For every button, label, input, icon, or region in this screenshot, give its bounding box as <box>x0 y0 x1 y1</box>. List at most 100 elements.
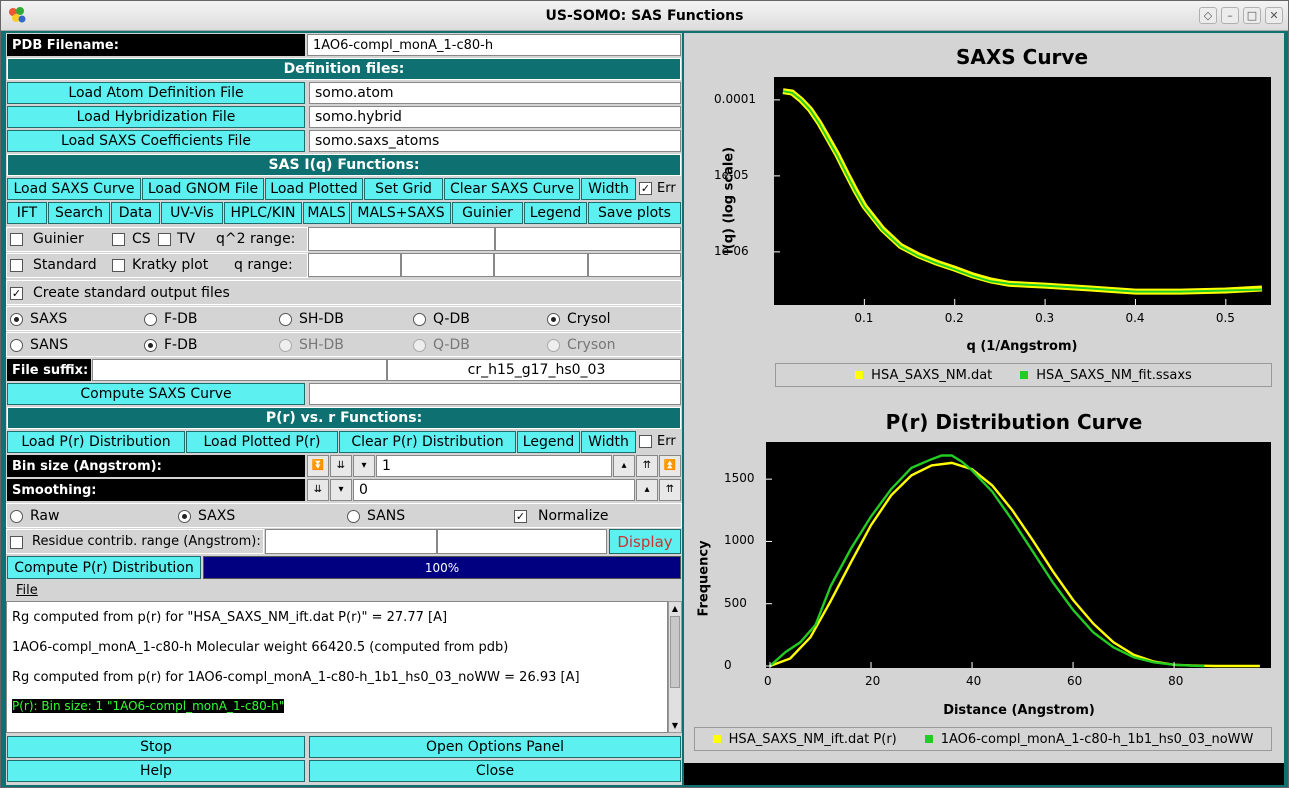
bin-size-down-icon[interactable]: ▾ <box>353 455 375 477</box>
err-checkbox[interactable]: ✓ <box>639 182 652 195</box>
saxs-y-tick-label: 0.0001 <box>714 91 756 106</box>
pr-err-checkbox[interactable] <box>639 435 652 448</box>
sans-qdb-label: Q-DB <box>433 337 470 353</box>
compute-pr-distribution-button[interactable]: Compute P(r) Distribution <box>7 556 201 579</box>
create-standard-checkbox[interactable]: ✓ <box>10 287 23 300</box>
smoothing-double-up-icon[interactable]: ⇈ <box>659 479 681 501</box>
set-grid-button[interactable]: Set Grid <box>364 178 443 200</box>
normalize-checkbox[interactable]: ✓ <box>514 510 527 523</box>
bin-size-double-down-icon[interactable]: ⇊ <box>330 455 352 477</box>
pr-plot-area[interactable] <box>766 442 1271 668</box>
load-gnom-file-button[interactable]: Load GNOM File <box>142 178 264 200</box>
smoothing-down-icon[interactable]: ▾ <box>330 479 352 501</box>
width-button[interactable]: Width <box>581 178 636 200</box>
legend-swatch-yellow <box>712 734 721 743</box>
scroll-up-icon[interactable]: ▲ <box>671 604 679 613</box>
close-button[interactable]: Close <box>309 760 681 782</box>
log-scrollbar[interactable]: ▲ ▼ <box>668 601 682 733</box>
saxs-fdb-radio[interactable] <box>144 313 157 326</box>
residue-contrib-checkbox[interactable] <box>10 536 23 549</box>
scroll-down-icon[interactable]: ▼ <box>671 721 679 730</box>
saxs-qdb-radio[interactable] <box>413 313 426 326</box>
search-button[interactable]: Search <box>48 202 110 224</box>
log-text-area[interactable]: Rg computed from p(r) for "HSA_SAXS_NM_i… <box>6 601 668 733</box>
pdb-filename-field[interactable]: 1AO6-compl_monA_1-c80-h <box>307 34 681 56</box>
pr-sans-radio[interactable] <box>347 510 360 523</box>
q2-range-min-field[interactable] <box>308 227 495 251</box>
window-minimize-icon[interactable]: – <box>1221 7 1239 24</box>
stop-button[interactable]: Stop <box>7 736 305 758</box>
hybridization-field[interactable]: somo.hybrid <box>309 106 681 128</box>
smoothing-field[interactable]: 0 <box>353 479 635 501</box>
bin-size-double-up-icon[interactable]: ⇈ <box>636 455 658 477</box>
mals-saxs-button[interactable]: MALS+SAXS <box>351 202 451 224</box>
legend-button[interactable]: Legend <box>524 202 587 224</box>
pr-width-button[interactable]: Width <box>581 431 636 453</box>
smoothing-double-down-icon[interactable]: ⇊ <box>307 479 329 501</box>
crysol-radio[interactable] <box>547 313 560 326</box>
smoothing-up-icon[interactable]: ▴ <box>636 479 658 501</box>
sans-radio[interactable] <box>10 339 23 352</box>
guinier-button[interactable]: Guinier <box>452 202 523 224</box>
file-suffix-prefix-field[interactable] <box>92 359 387 381</box>
load-saxs-curve-button[interactable]: Load SAXS Curve <box>7 178 141 200</box>
load-plotted-button[interactable]: Load Plotted <box>265 178 363 200</box>
q2-range-max-field[interactable] <box>495 227 681 251</box>
atom-definition-field[interactable]: somo.atom <box>309 82 681 104</box>
bin-size-fast-up-icon[interactable]: ⏫ <box>659 455 681 477</box>
compute-saxs-curve-button[interactable]: Compute SAXS Curve <box>7 383 305 405</box>
saxs-radio[interactable] <box>10 313 23 326</box>
open-options-panel-button[interactable]: Open Options Panel <box>309 736 681 758</box>
pr-x-tick-label: 0 <box>764 674 772 688</box>
load-atom-definition-button[interactable]: Load Atom Definition File <box>7 82 305 104</box>
residue-range-min-field[interactable] <box>265 529 437 554</box>
residue-range-max-field[interactable] <box>437 529 607 554</box>
q-range-field-2[interactable] <box>401 253 494 277</box>
bin-size-fast-down-icon[interactable]: ⏬ <box>307 455 329 477</box>
pr-saxs-radio[interactable] <box>178 510 191 523</box>
pr-x-axis-label: Distance (Angstrom) <box>943 703 1095 718</box>
help-button[interactable]: Help <box>7 760 305 782</box>
standard-checkbox[interactable] <box>10 259 23 272</box>
ift-button[interactable]: IFT <box>7 202 47 224</box>
hplc-kin-button[interactable]: HPLC/KIN <box>224 202 302 224</box>
window-shade-icon[interactable]: ◇ <box>1199 7 1217 24</box>
pr-legend-item-1: HSA_SAXS_NM_ift.dat P(r) <box>712 732 897 747</box>
load-hybridization-button[interactable]: Load Hybridization File <box>7 106 305 128</box>
clear-pr-distribution-button[interactable]: Clear P(r) Distribution <box>339 431 516 453</box>
file-menu[interactable]: File <box>16 583 38 598</box>
saxs-shdb-radio[interactable] <box>279 313 292 326</box>
load-saxs-coefficients-button[interactable]: Load SAXS Coefficients File <box>7 130 305 152</box>
cryson-radio[interactable] <box>547 339 560 352</box>
display-button[interactable]: Display <box>609 529 681 554</box>
sans-fdb-radio[interactable] <box>144 339 157 352</box>
sans-shdb-radio[interactable] <box>279 339 292 352</box>
window-maximize-icon[interactable]: □ <box>1243 7 1261 24</box>
q-range-field-4[interactable] <box>588 253 681 277</box>
data-button[interactable]: Data <box>111 202 160 224</box>
bin-size-field[interactable]: 1 <box>376 455 612 477</box>
mals-button[interactable]: MALS <box>303 202 350 224</box>
raw-radio[interactable] <box>10 510 23 523</box>
uv-vis-button[interactable]: UV-Vis <box>161 202 223 224</box>
sans-qdb-radio[interactable] <box>413 339 426 352</box>
bin-size-up-icon[interactable]: ▴ <box>613 455 635 477</box>
q-range-field-1[interactable] <box>308 253 401 277</box>
tv-checkbox[interactable] <box>158 233 171 246</box>
pr-y-tick-label: 1500 <box>724 471 755 486</box>
saxs-coefficients-field[interactable]: somo.saxs_atoms <box>309 130 681 152</box>
clear-saxs-curve-button[interactable]: Clear SAXS Curve <box>444 178 580 200</box>
window-close-icon[interactable]: ✕ <box>1265 7 1283 24</box>
load-plotted-pr-button[interactable]: Load Plotted P(r) <box>186 431 338 453</box>
save-plots-button[interactable]: Save plots <box>588 202 681 224</box>
guinier-checkbox[interactable] <box>10 233 23 246</box>
scroll-thumb[interactable] <box>670 616 680 688</box>
cs-checkbox[interactable] <box>112 233 125 246</box>
kratky-plot-checkbox[interactable] <box>112 259 125 272</box>
q-range-field-3[interactable] <box>494 253 588 277</box>
file-suffix-field[interactable]: cr_h15_g17_hs0_03 <box>387 359 681 381</box>
pr-legend-button[interactable]: Legend <box>517 431 580 453</box>
pr-sans-label: SANS <box>367 508 406 524</box>
saxs-plot-area[interactable] <box>774 77 1271 305</box>
load-pr-distribution-button[interactable]: Load P(r) Distribution <box>7 431 185 453</box>
